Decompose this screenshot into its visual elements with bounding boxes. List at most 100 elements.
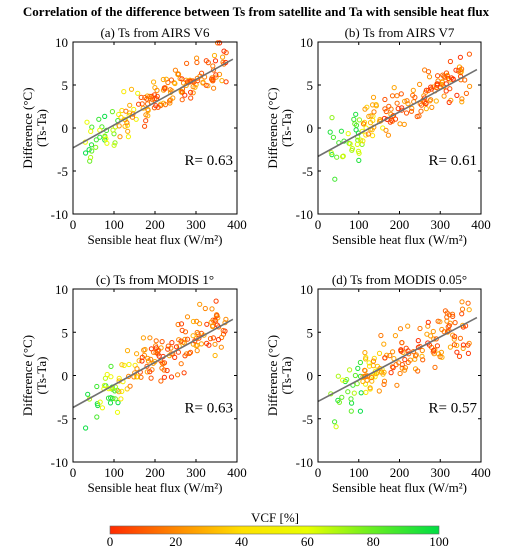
data-point (168, 77, 174, 83)
data-point (399, 362, 405, 368)
data-point (198, 341, 204, 347)
y-axis-label-sub: (Ts-Ta) (279, 109, 294, 147)
data-point (144, 96, 150, 102)
data-point (426, 74, 433, 80)
data-point (175, 71, 181, 77)
data-point (173, 344, 180, 350)
data-point (167, 87, 173, 93)
data-point (383, 108, 389, 115)
data-point (370, 102, 376, 108)
data-point (148, 346, 154, 352)
y-axis-label: Difference (°C) (20, 87, 35, 168)
data-point (410, 87, 416, 94)
data-point (363, 356, 369, 362)
data-point (209, 306, 215, 312)
data-point (223, 316, 229, 322)
data-point (431, 347, 437, 353)
data-point (360, 121, 367, 127)
data-point (86, 147, 92, 153)
data-point (423, 87, 429, 93)
data-point (454, 342, 460, 348)
data-point (402, 98, 408, 104)
data-point (95, 402, 101, 409)
data-point (417, 101, 423, 107)
data-point (181, 370, 187, 376)
data-point (459, 311, 465, 317)
x-tick-label: 400 (227, 465, 247, 480)
data-point (101, 382, 108, 389)
data-point (423, 106, 429, 112)
data-point (83, 425, 89, 431)
data-point (156, 353, 162, 359)
data-point (466, 307, 472, 313)
fit-line (72, 318, 234, 409)
data-point (199, 70, 205, 76)
data-point (207, 336, 214, 342)
data-point (198, 330, 204, 336)
data-point (370, 358, 377, 364)
data-point (397, 326, 404, 332)
data-point (455, 68, 461, 74)
data-point (107, 400, 114, 406)
data-point (360, 378, 366, 385)
plot-frame (72, 288, 238, 463)
x-tick-label: 100 (349, 217, 369, 232)
data-point (133, 116, 139, 122)
data-point (339, 394, 345, 400)
data-point (408, 108, 415, 114)
data-point (370, 133, 376, 139)
y-tick-label: -5 (302, 412, 313, 427)
data-point (412, 94, 418, 101)
data-point (457, 54, 463, 60)
data-point (371, 355, 377, 361)
data-point (362, 367, 368, 373)
data-point (112, 384, 119, 390)
y-axis-label-sub: (Ts-Ta) (34, 357, 49, 395)
data-point (121, 89, 127, 95)
colorbar-tick-label: 100 (429, 534, 449, 549)
data-point (197, 301, 203, 307)
data-point (184, 314, 191, 320)
data-point (363, 132, 369, 138)
data-point (422, 95, 428, 101)
data-point (388, 106, 394, 112)
data-point (435, 73, 441, 79)
data-point (134, 366, 140, 372)
data-point (453, 67, 459, 73)
data-point (184, 60, 190, 67)
data-point (119, 362, 125, 368)
data-point (124, 122, 131, 128)
data-point (217, 40, 223, 46)
data-point (125, 134, 131, 140)
data-point (102, 113, 108, 120)
data-point (365, 131, 371, 137)
data-point (345, 389, 351, 395)
colorbar-tick-label: 0 (107, 534, 114, 549)
data-point (434, 343, 440, 349)
data-point (388, 370, 394, 376)
data-point (454, 349, 460, 355)
data-point (348, 396, 354, 402)
data-point (412, 353, 419, 359)
fit-line (317, 316, 478, 403)
x-tick-label: 200 (390, 465, 410, 480)
data-point (328, 150, 334, 156)
data-point (381, 341, 387, 347)
data-point (383, 127, 389, 133)
data-point (108, 363, 114, 369)
scatter-points (327, 51, 473, 182)
data-point (435, 318, 441, 324)
data-point (457, 335, 463, 341)
data-point (172, 67, 178, 73)
data-point (190, 333, 196, 339)
data-point (389, 364, 395, 370)
data-point (150, 360, 156, 366)
data-point (356, 150, 362, 156)
data-point (368, 113, 374, 119)
data-point (399, 365, 405, 371)
data-point (194, 318, 200, 324)
y-tick-label: 0 (62, 121, 69, 136)
data-point (103, 136, 109, 142)
data-point (141, 347, 147, 353)
data-point (459, 99, 465, 105)
